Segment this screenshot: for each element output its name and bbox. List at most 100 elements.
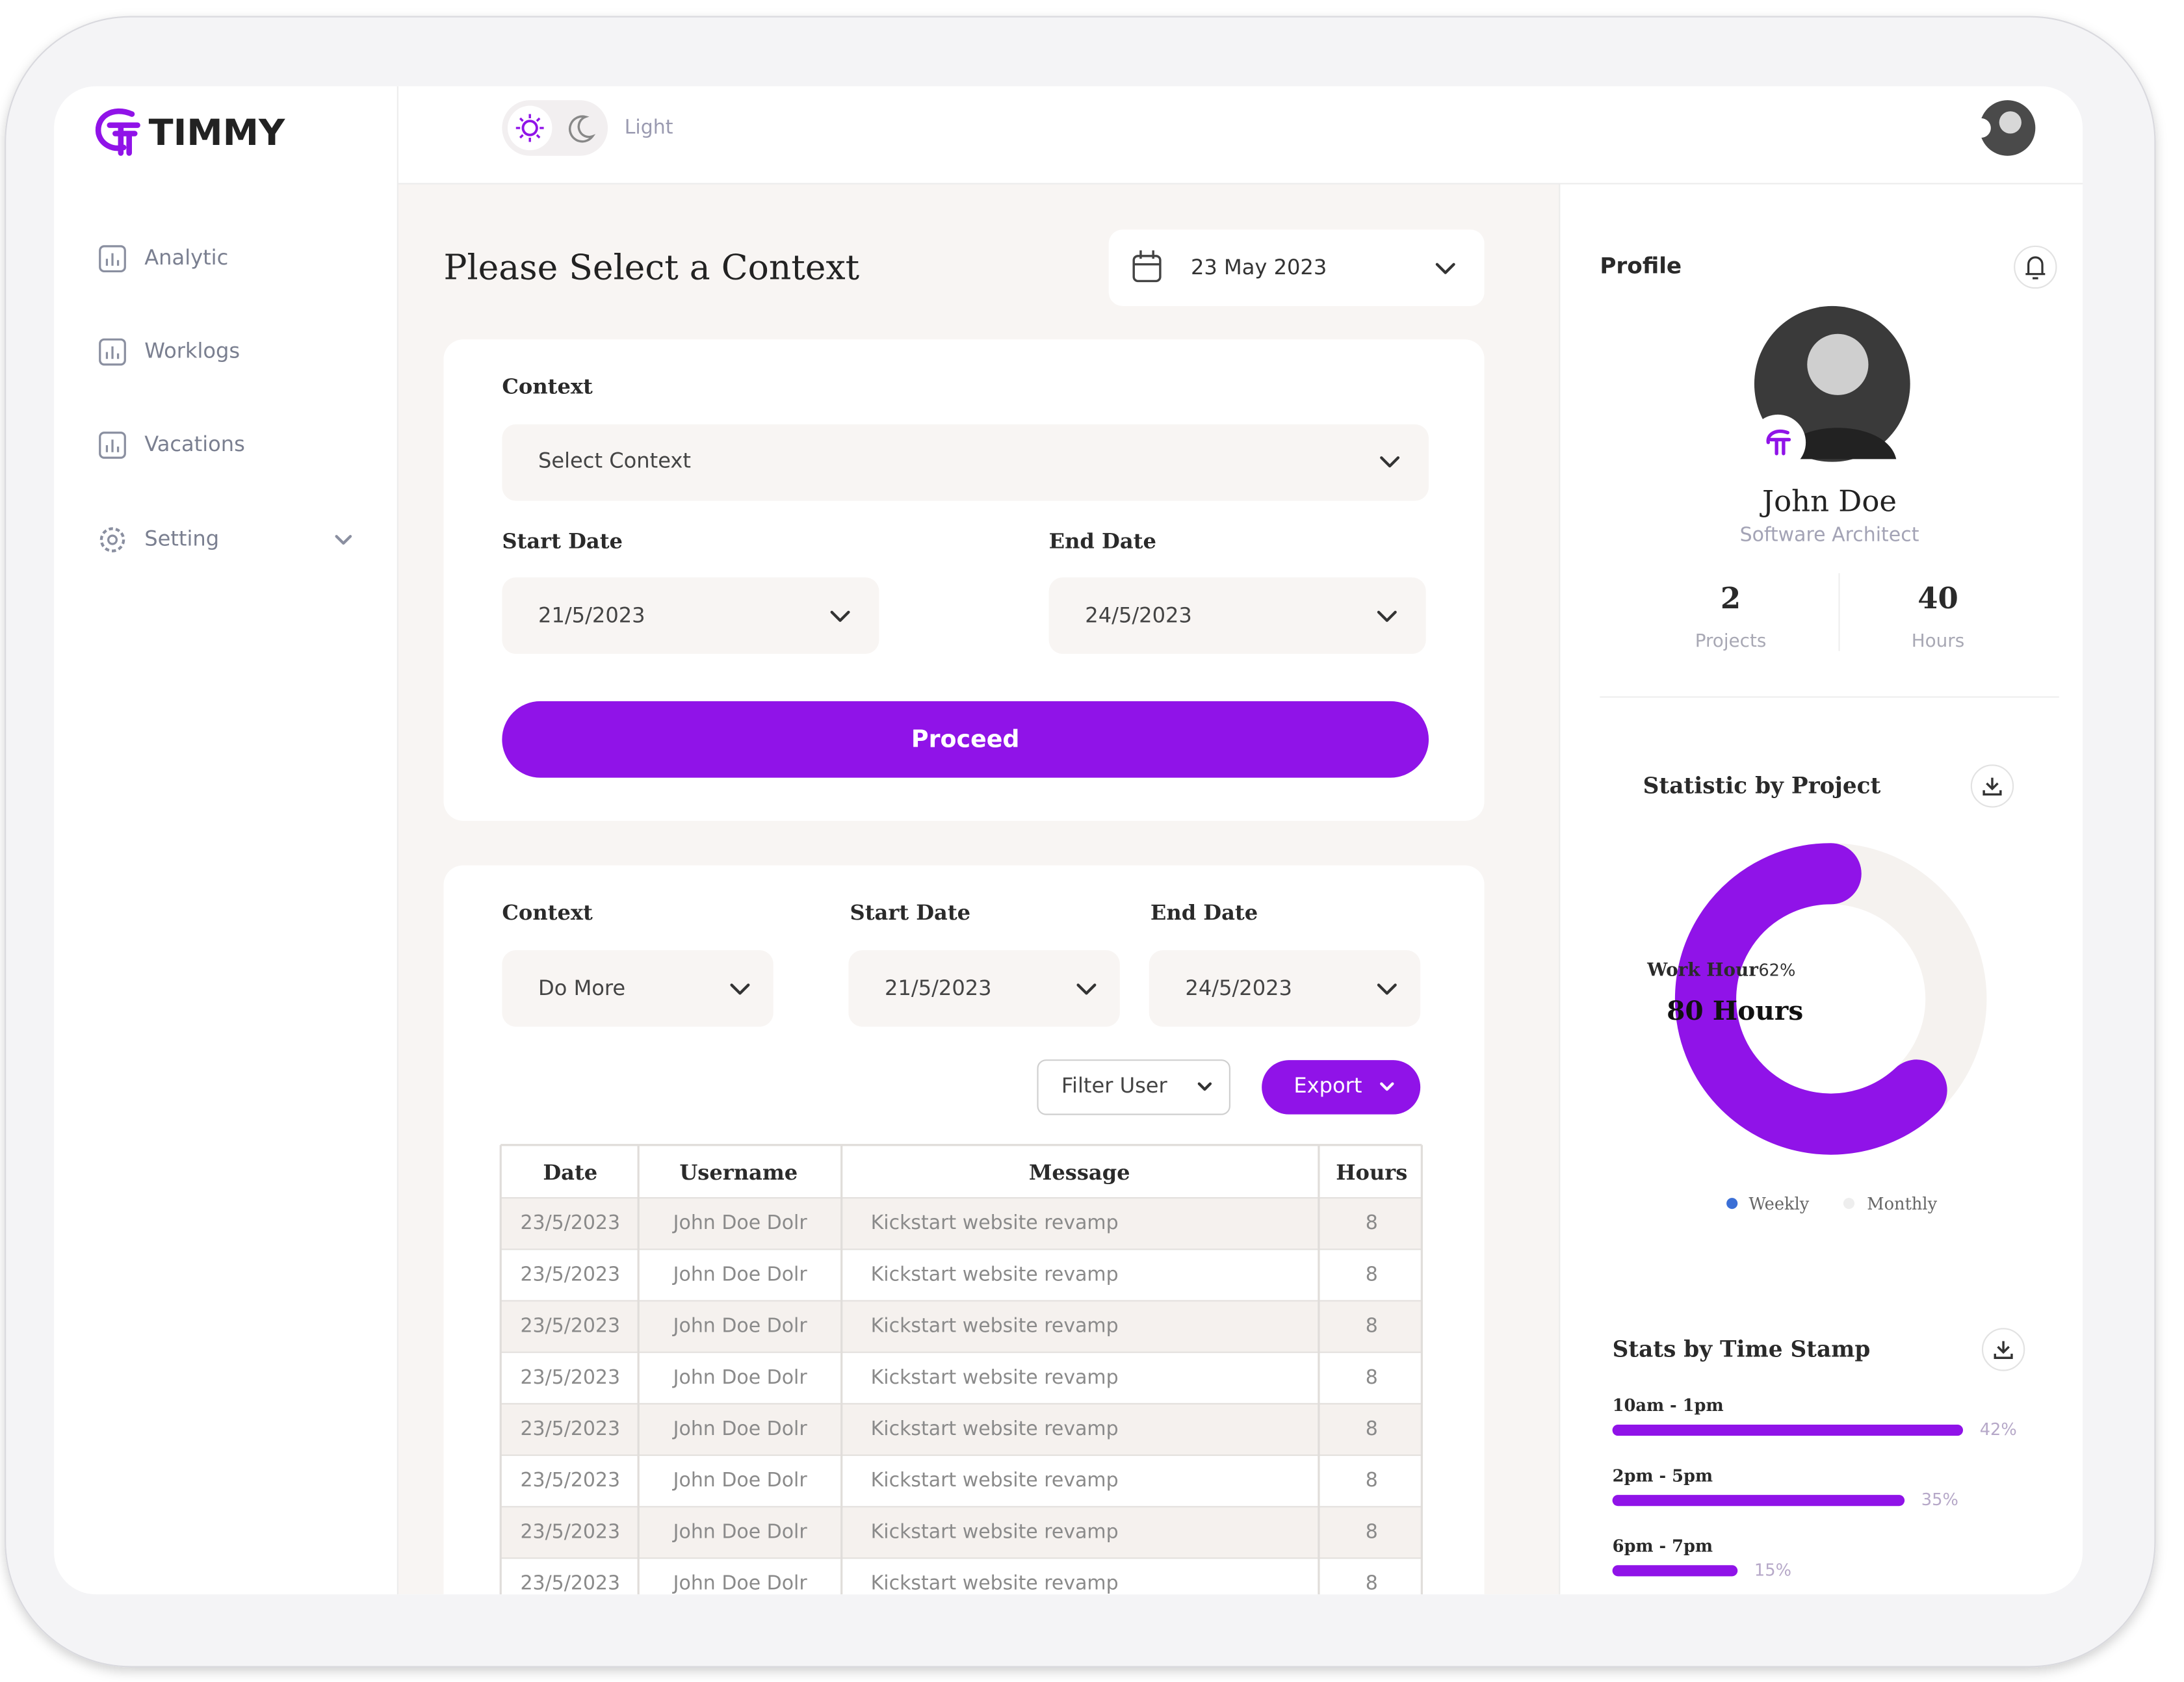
- end-date-select[interactable]: [1048, 577, 1426, 654]
- filter-select[interactable]: [502, 950, 774, 1027]
- time-bar: [1612, 1565, 1738, 1577]
- export-button[interactable]: [1262, 1060, 1421, 1115]
- start-date-select[interactable]: [502, 577, 879, 654]
- time-bar: [1612, 1424, 1964, 1436]
- filter-select[interactable]: [1149, 950, 1421, 1027]
- cell-username: John Doe Dolr: [672, 1417, 808, 1440]
- chevron-icon: [730, 983, 750, 995]
- panel-title: Statistic by Project: [1643, 773, 1881, 799]
- cell-date: 23/5/2023: [520, 1469, 620, 1492]
- avatar-face: [1999, 111, 2022, 134]
- export-label: Export: [1294, 1073, 1362, 1098]
- filter-user-label: Filter User: [1061, 1073, 1168, 1098]
- cell-message: Kickstart website revamp: [871, 1211, 1119, 1234]
- nav-icon-bars: [105, 439, 120, 452]
- column-header: Date: [543, 1160, 597, 1185]
- chevron-icon: [1380, 456, 1400, 468]
- cell-username: John Doe Dolr: [672, 1366, 808, 1389]
- bell-icon: [2025, 256, 2046, 279]
- chevron-icon: [335, 535, 352, 545]
- chevron-icon: [830, 610, 850, 622]
- cell-username: John Doe Dolr: [672, 1469, 808, 1492]
- cell-message: Kickstart website revamp: [871, 1572, 1119, 1595]
- table-row: [500, 1403, 1422, 1456]
- bar-value-label: 42%: [1980, 1420, 2017, 1440]
- chevron-icon: [1076, 983, 1097, 995]
- bar-value-label: 35%: [1921, 1490, 1958, 1510]
- table-row: [500, 1507, 1422, 1559]
- app: TIMMY Analytic Worklogs Vacations Setting Lig…: [95, 86, 2083, 1595]
- nav-item[interactable]: Worklogs: [144, 339, 240, 363]
- calendar-icon: [1132, 255, 1162, 283]
- donut-total: 80 Hours: [1667, 995, 1803, 1026]
- cell-hours: 8: [1366, 1263, 1378, 1286]
- donut-arc: [1674, 843, 1947, 1155]
- date-picker[interactable]: [1108, 229, 1485, 306]
- sun-icon: [521, 120, 538, 136]
- cell-username: John Doe Dolr: [672, 1315, 808, 1338]
- nav-icon: [99, 432, 126, 459]
- column-header: Message: [1029, 1160, 1130, 1185]
- select-value: 21/5/2023: [538, 602, 645, 627]
- badge-logo: [1766, 429, 1791, 456]
- bar-value-label: 15%: [1754, 1560, 1791, 1580]
- theme-label: Light: [625, 116, 673, 138]
- chevron-icon: [1380, 1082, 1394, 1091]
- moon-icon[interactable]: [568, 115, 596, 143]
- legend-dot: [1843, 1198, 1855, 1210]
- field-label: End Date: [1049, 528, 1156, 553]
- stat-value: 40: [1918, 581, 1958, 615]
- cell-username: John Doe Dolr: [672, 1263, 808, 1286]
- cell-date: 23/5/2023: [520, 1366, 620, 1389]
- cell-hours: 8: [1366, 1520, 1378, 1543]
- cell-message: Kickstart website revamp: [871, 1417, 1119, 1440]
- table-row: [500, 1558, 1422, 1595]
- bar-label: 10am - 1pm: [1613, 1396, 1724, 1416]
- donut-percent: 62%: [1758, 961, 1795, 981]
- panel-title: Profile: [1600, 253, 1682, 279]
- nav-item[interactable]: Vacations: [144, 432, 245, 456]
- column-header: Hours: [1336, 1160, 1407, 1185]
- stat-value: 2: [1721, 581, 1741, 615]
- light-button[interactable]: [507, 105, 552, 151]
- field-label: Start Date: [502, 528, 623, 553]
- nav-item[interactable]: Setting: [144, 526, 219, 551]
- context-select[interactable]: [502, 424, 1429, 501]
- cell-date: 23/5/2023: [520, 1417, 620, 1440]
- field-label: Context: [502, 900, 593, 925]
- cell-date: 23/5/2023: [520, 1315, 620, 1338]
- chevron-icon: [1377, 610, 1397, 622]
- cell-username: John Doe Dolr: [672, 1520, 808, 1543]
- cell-date: 23/5/2023: [520, 1211, 620, 1234]
- calendar-icon-lines: [1134, 250, 1160, 266]
- logo-icon: [95, 108, 140, 156]
- time-bar: [1612, 1495, 1905, 1507]
- select-value: 24/5/2023: [1185, 976, 1292, 1000]
- gear-icon: [99, 527, 125, 552]
- filter-select[interactable]: [848, 950, 1120, 1027]
- donut-label: Work Hour: [1646, 959, 1758, 981]
- field-label: End Date: [1150, 900, 1258, 925]
- proceed-button[interactable]: [502, 701, 1429, 778]
- bar-label: 6pm - 7pm: [1613, 1536, 1713, 1556]
- chevron-icon: [1377, 983, 1397, 995]
- cell-username: John Doe Dolr: [672, 1211, 808, 1234]
- select-placeholder: Select Context: [538, 448, 691, 473]
- sun-rays: [515, 114, 544, 142]
- cell-hours: 8: [1366, 1417, 1378, 1440]
- chevron-icon: [1435, 263, 1455, 274]
- brand-name: TIMMY: [149, 112, 285, 154]
- cell-message: Kickstart website revamp: [871, 1263, 1119, 1286]
- table-row: [500, 1249, 1422, 1301]
- bell-button[interactable]: [2014, 245, 2057, 289]
- nav-item[interactable]: Analytic: [144, 245, 228, 270]
- table-header: [500, 1145, 1422, 1198]
- cell-date: 23/5/2023: [520, 1520, 620, 1543]
- filter-user-button[interactable]: [1037, 1059, 1230, 1115]
- profile-shoulders: [1779, 428, 1897, 459]
- nav-icon: [99, 245, 126, 273]
- profile-name: John Doe: [1760, 484, 1897, 518]
- cell-message: Kickstart website revamp: [871, 1366, 1119, 1389]
- select-value: 24/5/2023: [1085, 602, 1192, 627]
